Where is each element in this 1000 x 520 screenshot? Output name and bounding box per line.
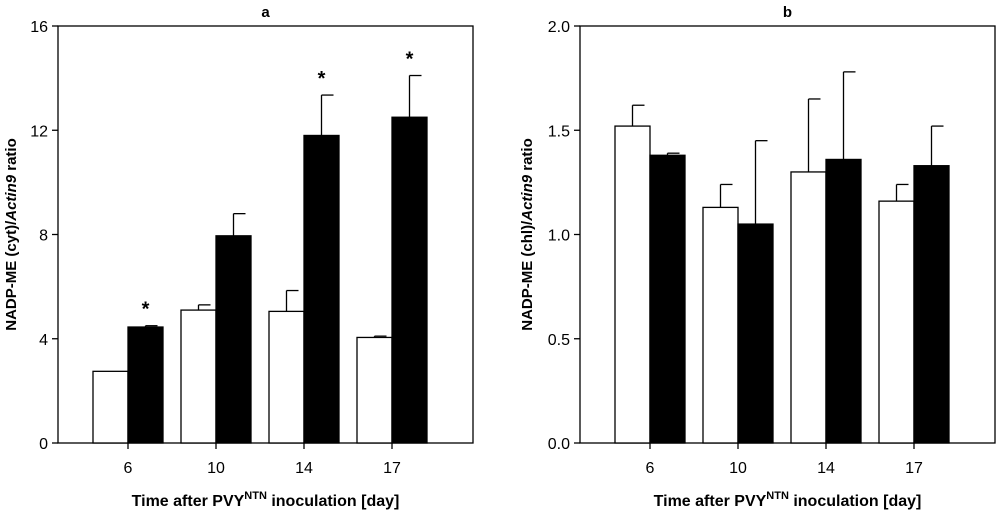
x-tick-label: 6	[646, 460, 655, 477]
bar-infected-6	[649, 154, 686, 444]
bar-control-14	[790, 171, 827, 444]
bar-infected-14	[825, 158, 862, 444]
x-label-suffix: inoculation [day]	[789, 493, 921, 510]
y-label-suffix: ratio	[3, 138, 20, 175]
y-tick-label: 12	[30, 123, 48, 140]
bar-infected-10	[737, 223, 774, 444]
x-label-superscript: NTN	[244, 490, 267, 502]
significance-star: *	[406, 49, 414, 71]
panel-title: b	[783, 4, 792, 21]
bar-control-6	[614, 125, 651, 444]
x-tick-label: 14	[817, 460, 835, 477]
x-label-prefix: Time after PVY	[654, 493, 767, 510]
y-label-prefix: NADP-ME (cyt)/	[3, 220, 20, 331]
y-tick-label: 8	[39, 228, 48, 245]
bar-control-10	[702, 206, 739, 444]
x-tick-label: 10	[729, 460, 747, 477]
y-tick-label: 1.5	[548, 123, 570, 140]
panel-title: a	[261, 4, 270, 21]
significance-star: *	[318, 68, 326, 90]
y-axis-label: NADP-ME (chl)/Actin9 ratio	[519, 138, 536, 331]
bar-infected-6	[127, 326, 164, 444]
y-tick-label: 16	[30, 19, 48, 36]
chart-panel-a: a 0 4 8 12 16 * 6 10 * 14 * 17 Time after PVYNTN inoc…	[3, 4, 474, 510]
y-tick-label: 0	[39, 436, 48, 453]
y-label-prefix: NADP-ME (chl)/	[519, 220, 536, 331]
bar-control-17	[878, 200, 915, 444]
significance-star: *	[142, 299, 150, 321]
bar-infected-14	[303, 134, 340, 444]
y-tick-label: 0.0	[548, 436, 570, 453]
y-label-suffix: ratio	[519, 138, 536, 175]
x-tick-label: 10	[207, 460, 225, 477]
y-label-gene: Actin9	[519, 174, 536, 222]
x-tick-label: 17	[383, 460, 401, 477]
bar-control-14	[268, 310, 305, 444]
x-label-suffix: inoculation [day]	[267, 493, 399, 510]
y-tick-label: 2.0	[548, 19, 570, 36]
y-tick-label: 4	[39, 332, 48, 349]
bar-control-10	[180, 309, 217, 444]
y-tick-label: 0.5	[548, 332, 570, 349]
x-label-superscript: NTN	[766, 490, 789, 502]
bar-infected-10	[215, 235, 252, 444]
x-tick-label: 14	[295, 460, 313, 477]
bar-infected-17	[391, 116, 428, 444]
x-tick-label: 17	[905, 460, 923, 477]
bar-control-17	[356, 336, 393, 444]
x-axis-label: Time after PVYNTN inoculation [day]	[132, 490, 400, 510]
x-axis-label: Time after PVYNTN inoculation [day]	[654, 490, 922, 510]
bar-infected-17	[913, 165, 950, 444]
x-label-prefix: Time after PVY	[132, 493, 245, 510]
y-axis-label: NADP-ME (cyt)/Actin9 ratio	[3, 138, 20, 331]
chart-panel-b: b 0.0 0.5 1.0 1.5 2.0 6 10 14 17 Time after PVYNTN…	[519, 4, 996, 510]
y-label-gene: Actin9	[3, 174, 20, 222]
bar-control-6	[92, 370, 129, 444]
x-tick-label: 6	[124, 460, 133, 477]
y-tick-label: 1.0	[548, 228, 570, 245]
